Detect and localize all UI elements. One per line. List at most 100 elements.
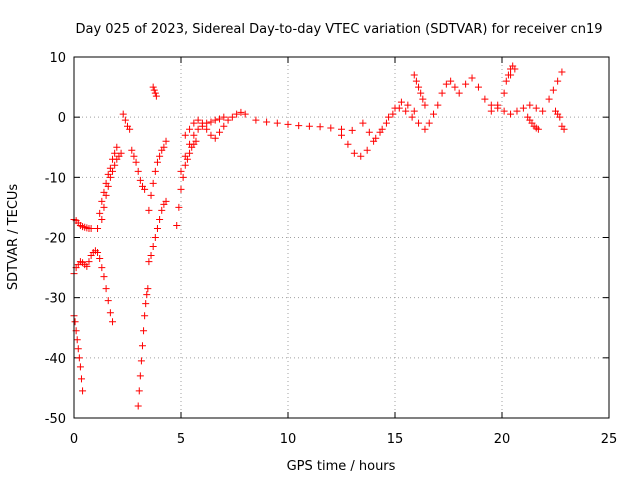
data-point bbox=[73, 336, 81, 344]
data-point bbox=[98, 215, 106, 223]
data-point bbox=[211, 116, 219, 124]
data-point bbox=[295, 122, 303, 130]
data-point bbox=[96, 255, 104, 263]
data-point bbox=[137, 357, 145, 365]
data-point bbox=[216, 128, 224, 136]
data-point bbox=[363, 146, 371, 154]
data-point bbox=[549, 86, 557, 94]
data-point bbox=[402, 107, 410, 115]
data-point bbox=[136, 372, 144, 380]
data-point bbox=[83, 262, 91, 270]
data-point bbox=[156, 215, 164, 223]
data-point bbox=[144, 285, 152, 293]
data-point bbox=[96, 209, 104, 217]
data-point bbox=[421, 101, 429, 109]
axis-ticks: 0 5 10 15 20 25 -50 -40 -30 -20 -10 0 10 bbox=[45, 51, 618, 447]
data-points bbox=[70, 62, 568, 410]
data-point bbox=[252, 116, 260, 124]
data-point bbox=[419, 95, 427, 103]
data-point bbox=[177, 167, 185, 175]
series-s24 bbox=[545, 68, 566, 103]
data-point bbox=[134, 167, 142, 175]
series-s11 bbox=[145, 137, 170, 214]
data-point bbox=[106, 309, 114, 317]
data-point bbox=[500, 107, 508, 115]
data-point bbox=[153, 224, 161, 232]
data-point bbox=[140, 327, 148, 335]
data-point bbox=[415, 83, 423, 91]
data-point bbox=[534, 125, 542, 133]
data-point bbox=[153, 158, 161, 166]
data-point bbox=[145, 258, 153, 266]
data-point bbox=[344, 140, 352, 148]
data-point bbox=[412, 77, 420, 85]
data-point bbox=[504, 71, 512, 79]
data-point bbox=[194, 125, 202, 133]
data-point bbox=[216, 115, 224, 123]
data-point bbox=[348, 126, 356, 134]
data-point bbox=[556, 113, 564, 121]
data-point bbox=[106, 173, 114, 181]
data-point bbox=[203, 125, 211, 133]
data-point bbox=[558, 68, 566, 76]
data-point bbox=[117, 149, 125, 157]
data-point bbox=[194, 116, 202, 124]
data-point bbox=[410, 107, 418, 115]
data-point bbox=[145, 206, 153, 214]
data-point bbox=[560, 125, 568, 133]
data-point bbox=[162, 137, 170, 145]
data-point bbox=[207, 131, 215, 139]
data-point bbox=[158, 206, 166, 214]
data-point bbox=[417, 89, 425, 97]
data-point bbox=[539, 107, 547, 115]
x-tick-label: 20 bbox=[494, 432, 511, 447]
x-axis-label: GPS time / hours bbox=[287, 459, 396, 474]
data-point bbox=[233, 110, 241, 118]
x-tick-label: 0 bbox=[70, 432, 78, 447]
data-point bbox=[415, 119, 423, 127]
data-point bbox=[494, 104, 502, 112]
data-point bbox=[207, 118, 215, 126]
data-point bbox=[385, 113, 393, 121]
data-point bbox=[126, 125, 134, 133]
series-s9 bbox=[149, 83, 160, 100]
data-point bbox=[111, 161, 119, 169]
data-point bbox=[500, 89, 508, 97]
data-point bbox=[109, 167, 117, 175]
plot-frame bbox=[73, 56, 610, 419]
data-point bbox=[136, 176, 144, 184]
data-point bbox=[104, 297, 112, 305]
data-point bbox=[143, 291, 151, 299]
series-s18 bbox=[410, 71, 429, 109]
data-point bbox=[130, 152, 138, 160]
data-point bbox=[397, 98, 405, 106]
data-point bbox=[211, 134, 219, 142]
series-s23 bbox=[524, 113, 542, 133]
data-point bbox=[359, 119, 367, 127]
data-point bbox=[79, 387, 87, 395]
data-point bbox=[119, 110, 127, 118]
data-point bbox=[487, 101, 495, 109]
y-tick-label: -40 bbox=[45, 352, 66, 367]
data-point bbox=[224, 116, 232, 124]
data-point bbox=[149, 83, 157, 91]
data-point bbox=[98, 197, 106, 205]
data-point bbox=[181, 131, 189, 139]
data-point bbox=[134, 402, 142, 410]
series-s3 bbox=[70, 312, 87, 395]
data-point bbox=[181, 152, 189, 160]
grid-lines bbox=[74, 57, 609, 418]
data-point bbox=[179, 173, 187, 181]
series-s8 bbox=[134, 285, 152, 410]
data-point bbox=[365, 128, 373, 136]
data-point bbox=[100, 203, 108, 211]
series-s2 bbox=[70, 247, 117, 326]
y-tick-label: -30 bbox=[45, 292, 66, 307]
data-point bbox=[487, 107, 495, 115]
series-s19 bbox=[421, 77, 459, 133]
x-tick-label: 5 bbox=[177, 432, 185, 447]
data-point bbox=[519, 104, 527, 112]
data-point bbox=[152, 92, 160, 100]
y-tick-label: -50 bbox=[45, 412, 66, 427]
series-s16 bbox=[338, 104, 423, 160]
